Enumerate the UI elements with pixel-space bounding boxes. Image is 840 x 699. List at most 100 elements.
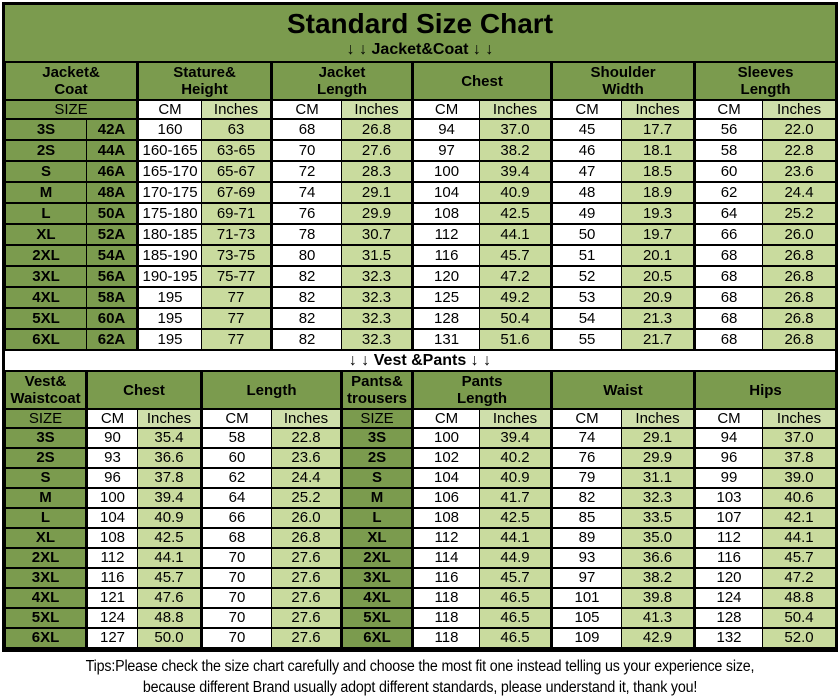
value-cell-inches: 32.3 — [341, 328, 415, 351]
size-cell: 6XL — [5, 328, 87, 351]
value-cell-inches: 27.6 — [341, 139, 415, 162]
size-cell: XL — [5, 223, 87, 246]
value-cell-inches: 35.0 — [620, 527, 697, 549]
value-cell-cm: 70 — [201, 627, 272, 649]
cm-column-header: CM — [412, 408, 480, 429]
size-cell: 2XL — [341, 547, 414, 569]
value-cell-cm: 160-165 — [137, 139, 203, 162]
value-cell-cm: 120 — [412, 265, 481, 288]
value-cell-cm: 103 — [694, 487, 764, 509]
size-cell: 50A — [85, 202, 140, 225]
value-cell-cm: 101 — [551, 587, 622, 609]
size-cell: 3S — [5, 118, 87, 141]
value-cell-cm: 82 — [271, 265, 343, 288]
value-cell-cm: 104 — [412, 181, 481, 204]
inches-column-header: Inches — [137, 408, 203, 429]
value-cell-cm: 68 — [201, 527, 272, 549]
cm-column-header: CM — [551, 99, 623, 120]
value-cell-cm: 112 — [412, 527, 480, 549]
value-cell-inches: 46.5 — [479, 627, 553, 649]
value-cell-cm: 108 — [86, 527, 138, 549]
value-cell-inches: 39.4 — [479, 160, 554, 183]
value-cell-inches: 35.4 — [137, 427, 203, 449]
cm-column-header: CM — [694, 99, 764, 120]
cm-column-header: CM — [551, 408, 622, 429]
column-group-stature-height: Stature& Height — [137, 61, 274, 101]
value-cell-cm: 79 — [551, 467, 622, 489]
value-cell-inches: 40.9 — [479, 181, 554, 204]
value-cell-cm: 68 — [271, 118, 343, 141]
column-group-length: Length — [201, 370, 343, 410]
inches-column-header: Inches — [762, 408, 837, 429]
value-cell-inches: 42.5 — [137, 527, 203, 549]
size-cell: 2S — [5, 447, 88, 469]
value-cell-cm: 185-190 — [137, 244, 203, 267]
size-cell: 5XL — [5, 607, 88, 629]
value-cell-cm: 107 — [694, 507, 764, 529]
size-cell: 62A — [85, 328, 140, 351]
value-cell-cm: 76 — [271, 202, 343, 225]
unit-header-row: SIZE CM Inches CM Inches SIZE CM Inches … — [5, 408, 837, 429]
value-cell-inches: 39.4 — [137, 487, 203, 509]
value-cell-inches: 42.9 — [620, 627, 697, 649]
inches-column-header: Inches — [762, 99, 837, 120]
cm-column-header: CM — [86, 408, 138, 429]
value-cell-inches: 26.8 — [762, 265, 837, 288]
vest-pants-table: Vest& Waistcoat Chest Length Pants& trou… — [5, 370, 837, 649]
value-cell-cm: 114 — [412, 547, 480, 569]
cm-column-header: CM — [137, 99, 203, 120]
jacket-coat-table: Jacket& Coat Stature& Height Jacket Leng… — [4, 61, 837, 351]
value-cell-inches: 30.7 — [341, 223, 415, 246]
value-cell-inches: 29.1 — [620, 427, 697, 449]
value-cell-inches: 42.5 — [479, 507, 553, 529]
column-group-jacket-coat: Jacket& Coat — [4, 61, 140, 101]
column-group-chest: Chest — [86, 370, 203, 410]
value-cell-inches: 27.6 — [271, 587, 343, 609]
value-cell-inches: 28.3 — [341, 160, 415, 183]
value-cell-inches: 24.4 — [762, 181, 837, 204]
value-cell-inches: 63-65 — [201, 139, 274, 162]
value-cell-inches: 75-77 — [201, 265, 274, 288]
size-cell: 2S — [341, 447, 414, 469]
value-cell-inches: 44.9 — [479, 547, 553, 569]
table-row: 3XL 56A 190-195 75-77 82 32.3 120 47.2 52 20.5 68 2… — [5, 265, 837, 288]
value-cell-cm: 48 — [551, 181, 623, 204]
value-cell-inches: 29.1 — [341, 181, 415, 204]
value-cell-cm: 68 — [694, 244, 764, 267]
value-cell-inches: 44.1 — [137, 547, 203, 569]
size-cell: S — [5, 160, 87, 183]
value-cell-cm: 106 — [412, 487, 480, 509]
value-cell-inches: 26.0 — [762, 223, 837, 246]
inches-column-header: Inches — [620, 408, 697, 429]
value-cell-cm: 120 — [694, 567, 764, 589]
value-cell-inches: 77 — [201, 328, 274, 351]
value-cell-inches: 38.2 — [620, 567, 697, 589]
value-cell-inches: 27.6 — [271, 547, 343, 569]
value-cell-cm: 70 — [271, 139, 343, 162]
value-cell-cm: 64 — [694, 202, 764, 225]
value-cell-cm: 68 — [694, 265, 764, 288]
value-cell-cm: 125 — [412, 286, 481, 309]
column-group-pants-trousers: Pants& trousers — [341, 370, 414, 410]
value-cell-inches: 45.7 — [479, 244, 554, 267]
value-cell-inches: 77 — [201, 307, 274, 330]
inches-column-header: Inches — [479, 408, 553, 429]
size-cell: 44A — [85, 139, 140, 162]
size-cell: 2XL — [5, 547, 88, 569]
column-group-shoulder-width: Shoulder Width — [551, 61, 697, 101]
value-cell-inches: 19.3 — [621, 202, 697, 225]
value-cell-cm: 160 — [137, 118, 203, 141]
size-cell: 5XL — [341, 607, 414, 629]
value-cell-cm: 100 — [412, 427, 480, 449]
value-cell-cm: 85 — [551, 507, 622, 529]
value-cell-cm: 76 — [551, 447, 622, 469]
value-cell-cm: 58 — [694, 139, 764, 162]
value-cell-inches: 17.7 — [621, 118, 697, 141]
value-cell-inches: 25.2 — [271, 487, 343, 509]
value-cell-cm: 132 — [694, 627, 764, 649]
value-cell-cm: 100 — [86, 487, 138, 509]
value-cell-cm: 93 — [86, 447, 138, 469]
value-cell-inches: 37.0 — [762, 427, 837, 449]
value-cell-cm: 165-170 — [137, 160, 203, 183]
value-cell-cm: 51 — [551, 244, 623, 267]
